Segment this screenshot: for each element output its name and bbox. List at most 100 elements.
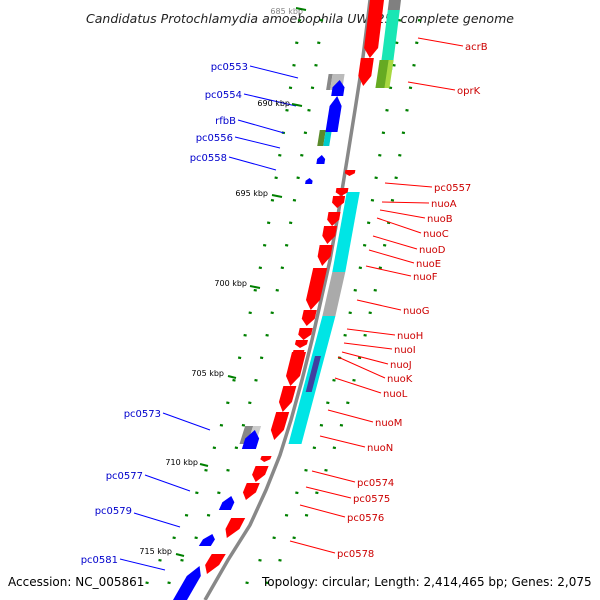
gene-oprK[interactable] xyxy=(358,58,374,86)
gene-rfbB[interactable] xyxy=(325,96,342,132)
gene-label-nuoL[interactable]: nuoL xyxy=(383,389,408,400)
tick-mark xyxy=(312,446,317,450)
tick-mark xyxy=(145,581,149,585)
gene-nuoM[interactable] xyxy=(270,412,290,440)
leader-line-left xyxy=(144,474,191,492)
gene-label-nuoB[interactable]: nuoB xyxy=(427,214,453,225)
tick-mark xyxy=(378,266,383,270)
gene-nuoK[interactable] xyxy=(286,352,306,386)
gene-label-nuoG[interactable]: nuoG xyxy=(403,306,430,317)
gene-pc0579[interactable] xyxy=(198,534,215,546)
gene-label-pc0577[interactable]: pc0577 xyxy=(106,471,143,482)
gene-label-nuoH[interactable]: nuoH xyxy=(397,331,423,342)
tick-mark xyxy=(172,536,176,540)
gene-label-nuoK[interactable]: nuoK xyxy=(387,374,413,385)
gene-pc0576[interactable] xyxy=(242,483,260,500)
gene-nuoF[interactable] xyxy=(306,268,328,310)
gene-label-pc0579[interactable]: pc0579 xyxy=(95,506,132,517)
gene-label-rfbB[interactable]: rfbB xyxy=(215,116,236,127)
gene-label-nuoA[interactable]: nuoA xyxy=(431,199,457,210)
leader-line-left xyxy=(234,136,281,149)
leader-line-right xyxy=(384,182,433,188)
gene-label-pc0558[interactable]: pc0558 xyxy=(190,153,227,164)
feature-block-grey xyxy=(239,426,254,444)
leader-line-left xyxy=(228,156,277,171)
leader-line-right xyxy=(343,342,393,350)
gene-pc0573[interactable] xyxy=(241,430,260,449)
tick-mark xyxy=(194,536,198,540)
gene-label-pc0556[interactable]: pc0556 xyxy=(196,133,233,144)
gene-label-oprK[interactable]: oprK xyxy=(457,86,481,97)
gene-nuoA[interactable] xyxy=(335,188,349,196)
gene-label-nuoN[interactable]: nuoN xyxy=(367,443,393,454)
gene-label-pc0574[interactable]: pc0574 xyxy=(357,478,394,489)
position-label-710: 710 kbp xyxy=(165,458,198,467)
tick-mark xyxy=(390,198,395,202)
gene-label-nuoI[interactable]: nuoI xyxy=(394,345,416,356)
gene-label-pc0553[interactable]: pc0553 xyxy=(211,62,248,73)
tick-mark xyxy=(324,468,328,472)
tick-mark xyxy=(398,153,402,157)
tick-mark xyxy=(280,266,285,270)
gene-acrB[interactable] xyxy=(364,0,384,58)
tick-mark xyxy=(158,558,162,562)
gene-label-nuoD[interactable]: nuoD xyxy=(419,245,446,256)
gene-pc0554[interactable] xyxy=(331,80,345,96)
tick-mark xyxy=(288,86,293,90)
gene-pc0557[interactable] xyxy=(344,170,356,176)
left-gene-labels: pc0553 pc0554 rfbB pc0556 pc0558 pc0573 … xyxy=(81,62,248,566)
tick-mark xyxy=(397,18,402,22)
tick-mark xyxy=(310,86,315,90)
feature-block-cyan xyxy=(323,130,332,146)
gene-pc0574[interactable] xyxy=(260,456,272,462)
gene-label-acrB[interactable]: acrB xyxy=(465,42,488,53)
leader-line-right xyxy=(407,81,456,91)
gene-label-pc0576[interactable]: pc0576 xyxy=(347,513,384,524)
gene-pc0575[interactable] xyxy=(252,466,269,482)
gene-nuoL[interactable] xyxy=(278,386,297,412)
tick-mark xyxy=(180,558,184,562)
tick-mark xyxy=(248,311,252,315)
tick-mark xyxy=(234,446,239,450)
gene-pc0556[interactable] xyxy=(316,155,326,164)
gene-nuoH[interactable] xyxy=(298,328,313,340)
gene-pc0578[interactable] xyxy=(205,554,226,574)
gene-label-pc0578[interactable]: pc0578 xyxy=(337,549,374,560)
gene-nuoC[interactable] xyxy=(327,212,341,226)
gene-pc0576b[interactable] xyxy=(225,518,246,538)
gene-pc0577[interactable] xyxy=(218,496,235,510)
gene-pc0558[interactable] xyxy=(305,178,313,184)
gene-label-pc0575[interactable]: pc0575 xyxy=(353,494,390,505)
leader-line-right xyxy=(305,486,352,499)
gene-label-pc0557[interactable]: pc0557 xyxy=(434,183,471,194)
gene-label-nuoC[interactable]: nuoC xyxy=(423,229,449,240)
gene-nuoB[interactable] xyxy=(332,196,346,208)
gene-spacer[interactable] xyxy=(229,420,240,452)
tick-mark xyxy=(243,333,247,337)
leader-line-right xyxy=(299,504,346,518)
tick-mark xyxy=(262,243,267,247)
tick-mark xyxy=(363,333,367,337)
tick-mark xyxy=(278,558,282,562)
tick-mark xyxy=(326,401,330,405)
gene-label-nuoJ[interactable]: nuoJ xyxy=(390,360,412,371)
gene-label-nuoE[interactable]: nuoE xyxy=(416,259,441,270)
tick-mark xyxy=(346,401,350,405)
tick-mark xyxy=(339,423,344,427)
gene-nuoI[interactable] xyxy=(294,340,308,348)
gene-label-nuoF[interactable]: nuoF xyxy=(413,272,438,283)
leader-line-right xyxy=(319,435,366,448)
gene-label-pc0581[interactable]: pc0581 xyxy=(81,555,118,566)
gene-nuoG[interactable] xyxy=(301,310,317,326)
tick-mark xyxy=(245,581,249,585)
gene-label-pc0573[interactable]: pc0573 xyxy=(124,409,161,420)
leader-line-right xyxy=(311,470,356,483)
tick-mark xyxy=(288,221,293,225)
feature-track xyxy=(239,0,401,444)
tick-mark xyxy=(258,558,262,562)
gene-nuoE[interactable] xyxy=(317,245,333,266)
gene-label-nuoM[interactable]: nuoM xyxy=(375,418,402,429)
gene-pc0581[interactable] xyxy=(173,566,201,600)
gene-label-pc0554[interactable]: pc0554 xyxy=(205,90,242,101)
gene-nuoD[interactable] xyxy=(322,226,338,244)
